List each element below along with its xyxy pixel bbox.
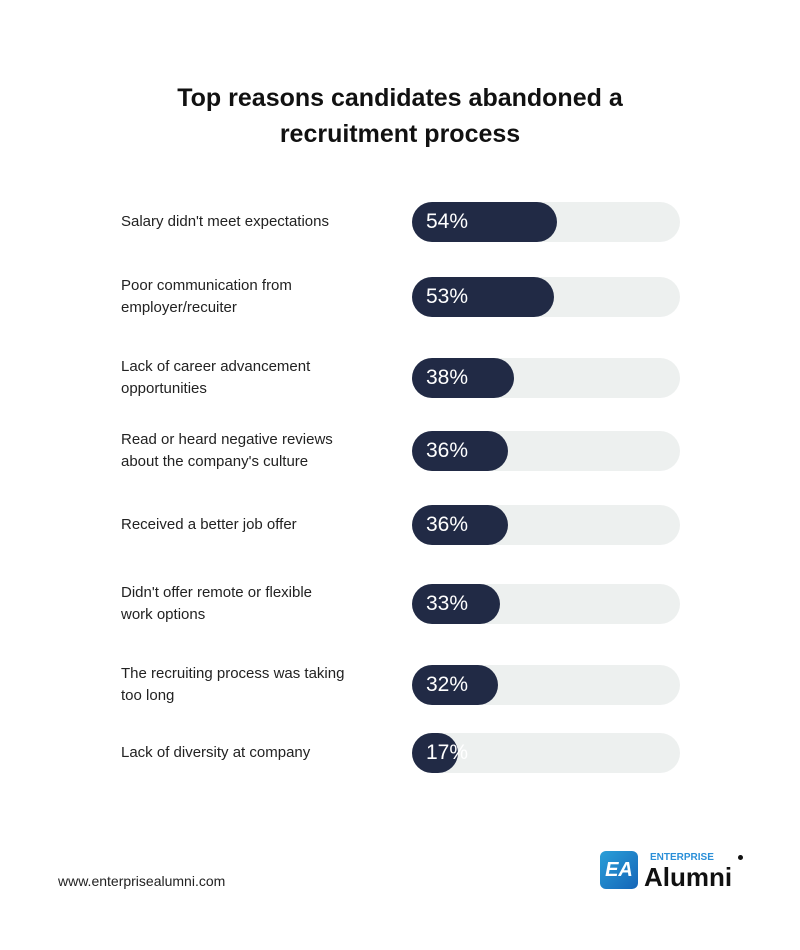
bar: 32% xyxy=(412,665,498,705)
bar: 17% xyxy=(412,733,468,773)
website-url: www.enterprisealumni.com xyxy=(58,873,226,889)
category-label: The recruiting process was taking too lon… xyxy=(121,663,381,707)
category-label: Received a better job offer xyxy=(121,514,381,536)
category-label-line: The recruiting process was taking xyxy=(121,665,345,682)
bar: 33% xyxy=(412,584,501,624)
category-label-line: Received a better job offer xyxy=(121,516,297,533)
category-label-line: work options xyxy=(121,606,206,623)
category-label: Lack of diversity at company xyxy=(121,742,381,764)
category-label-line: Read or heard negative reviews xyxy=(121,431,333,448)
category-label: Didn't offer remote or flexible work opti… xyxy=(121,582,381,626)
title-line: Top reasons candidates abandoned a xyxy=(177,84,623,112)
logo-big-text: Alumni xyxy=(644,862,733,892)
category-label-line: opportunities xyxy=(121,380,207,397)
value-label: 38% xyxy=(426,366,469,389)
logo-small-text: ENTERPRISE xyxy=(650,852,714,863)
bar-track: 38% xyxy=(412,358,680,398)
value-label: 53% xyxy=(426,285,469,308)
category-label: Lack of career advancement opportunities xyxy=(121,356,381,400)
bar-track: 17% xyxy=(412,733,680,773)
bar-track: 32% xyxy=(412,665,680,705)
bar-track: 54% xyxy=(412,202,680,242)
value-label: 33% xyxy=(426,592,469,615)
category-label-line: employer/recuiter xyxy=(121,299,237,316)
bar: 53% xyxy=(412,277,555,317)
bar: 36% xyxy=(412,431,509,471)
bar: 54% xyxy=(412,202,557,242)
category-label-line: Didn't offer remote or flexible xyxy=(121,584,313,601)
category-label-line: Lack of career advancement xyxy=(121,358,311,375)
value-label: 17% xyxy=(426,741,469,764)
category-label: Salary didn't meet expectations xyxy=(121,211,381,233)
value-label: 36% xyxy=(426,513,469,536)
value-label: 54% xyxy=(426,210,469,233)
logo-dot xyxy=(738,855,743,860)
value-label: 36% xyxy=(426,439,469,462)
bar: 38% xyxy=(412,358,514,398)
bar: 36% xyxy=(412,505,509,545)
category-label-line: Poor communication from xyxy=(121,277,292,294)
value-label: 32% xyxy=(426,673,469,696)
category-label-line: too long xyxy=(121,687,175,704)
bar-track: 36% xyxy=(412,505,680,545)
category-label-line: Lack of diversity at company xyxy=(121,744,311,761)
bar-track: 36% xyxy=(412,431,680,471)
category-label: Poor communication from employer/recuiter xyxy=(121,275,381,319)
enterprise-alumni-logo: EA ENTERPRISE Alumni xyxy=(600,851,750,891)
category-label-line: Salary didn't meet expectations xyxy=(121,213,329,230)
chart-title: Top reasons candidates abandoned a recru… xyxy=(0,80,800,152)
title-line: recruitment process xyxy=(279,120,521,148)
bar-track: 33% xyxy=(412,584,680,624)
category-label-line: about the company's culture xyxy=(121,453,309,470)
logo-mark: EA xyxy=(600,851,638,889)
bar-track: 53% xyxy=(412,277,680,317)
category-label: Read or heard negative reviews about the … xyxy=(121,429,381,473)
